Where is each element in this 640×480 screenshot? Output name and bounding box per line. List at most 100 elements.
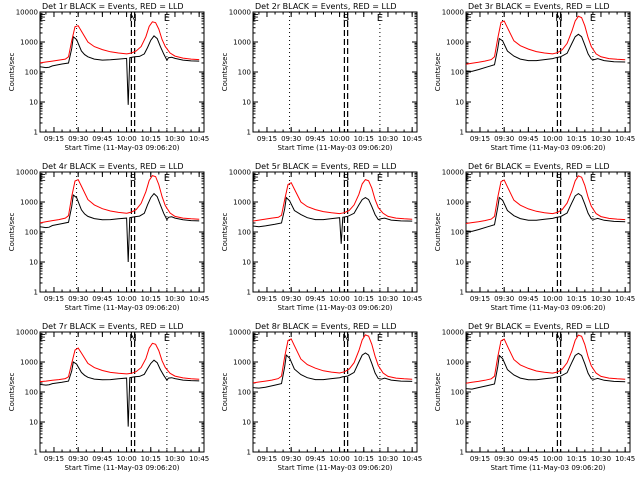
y-tick-label: 1000	[446, 359, 464, 367]
x-axis-label: Start Time (11-May-03 09:06:20)	[490, 464, 605, 472]
x-tick-label: 10:00	[116, 295, 136, 303]
x-tick-label: 10:30	[165, 135, 185, 143]
y-tick-label: 10	[242, 419, 251, 427]
x-tick-label: 10:00	[542, 135, 562, 143]
x-tick-label: 10:30	[591, 455, 611, 463]
x-tick-label: 10:45	[189, 135, 209, 143]
events-series-line	[253, 352, 413, 389]
plot-frame	[39, 331, 205, 453]
y-tick-label: 10000	[229, 329, 251, 337]
x-tick-label: 10:00	[542, 295, 562, 303]
x-tick-label: 10:30	[165, 295, 185, 303]
x-tick-label: 09:45	[305, 135, 325, 143]
x-tick-label: 09:45	[92, 455, 112, 463]
y-tick-label: 1	[460, 449, 464, 457]
y-tick-label: 10	[29, 99, 38, 107]
lld-series-line	[466, 15, 626, 65]
y-axis-label: Counts/sec	[8, 53, 16, 92]
panel-det-7: Det 7r BLACK = Events, RED = LLD 1 10 100 10…	[8, 322, 209, 472]
y-tick-label: 1000	[20, 39, 38, 47]
x-tick-label: 09:30	[68, 455, 88, 463]
x-tick-label: 10:30	[591, 135, 611, 143]
x-tick-label: 10:15	[567, 455, 587, 463]
plot-frame	[465, 331, 631, 453]
panel-title: Det 1r BLACK = Events, RED = LLD	[42, 2, 184, 11]
panel-title: Det 9r BLACK = Events, RED = LLD	[468, 322, 610, 331]
x-tick-label: 10:15	[141, 455, 161, 463]
y-tick-label: 100	[451, 229, 464, 237]
lld-series-line	[40, 175, 200, 224]
x-tick-label: 10:15	[354, 455, 374, 463]
events-series-line	[40, 359, 200, 427]
region-marker-label: E	[253, 173, 259, 184]
x-tick-label: 10:15	[567, 135, 587, 143]
y-tick-label: 100	[25, 69, 38, 77]
x-tick-label: 09:30	[494, 135, 514, 143]
x-tick-label: 10:45	[402, 135, 422, 143]
events-series-line	[466, 352, 626, 390]
y-tick-label: 100	[238, 69, 251, 77]
region-marker-label: N	[129, 13, 136, 24]
y-tick-label: 10000	[442, 169, 464, 177]
panel-det-4: Det 4r BLACK = Events, RED = LLD 1 10 100 10…	[8, 162, 209, 312]
y-axis-label: Counts/sec	[8, 373, 16, 412]
x-tick-label: 10:30	[378, 295, 398, 303]
y-axis-label: Counts/sec	[221, 53, 229, 92]
x-tick-label: 09:30	[494, 455, 514, 463]
region-marker-label: S	[130, 173, 136, 184]
y-tick-label: 10000	[16, 329, 38, 337]
panel-title: Det 3r BLACK = Events, RED = LLD	[468, 2, 610, 11]
x-axis-label: Start Time (11-May-03 09:06:20)	[64, 464, 179, 472]
x-tick-label: 09:15	[257, 295, 277, 303]
events-series-line	[253, 196, 413, 244]
x-tick-label: 10:45	[402, 455, 422, 463]
region-marker-label: E	[590, 333, 596, 344]
x-tick-label: 10:45	[189, 295, 209, 303]
x-tick-label: 10:30	[165, 455, 185, 463]
x-tick-label: 10:15	[354, 135, 374, 143]
x-tick-label: 09:45	[305, 295, 325, 303]
x-tick-label: 09:30	[68, 295, 88, 303]
region-marker-label: E	[590, 173, 596, 184]
lld-series-line	[253, 178, 413, 222]
y-tick-label: 10000	[16, 9, 38, 17]
panel-det-5: Det 5r BLACK = Events, RED = LLD 1 10 100 10…	[221, 162, 422, 312]
y-tick-label: 1	[34, 129, 38, 137]
x-tick-label: 09:45	[305, 455, 325, 463]
region-marker-label: S	[556, 173, 562, 184]
lld-series-line	[253, 334, 413, 384]
y-tick-label: 10000	[229, 9, 251, 17]
plot-frame	[252, 11, 418, 133]
y-tick-label: 10	[455, 419, 464, 427]
x-tick-label: 10:00	[116, 135, 136, 143]
x-tick-label: 10:00	[329, 455, 349, 463]
lld-series-line	[40, 21, 200, 64]
y-tick-label: 1	[247, 449, 251, 457]
region-marker-label: N	[129, 333, 136, 344]
panel-det-3: Det 3r BLACK = Events, RED = LLD 1 10 100 10…	[434, 2, 635, 152]
x-tick-label: 09:45	[92, 295, 112, 303]
x-axis-label: Start Time (11-May-03 09:06:20)	[490, 144, 605, 152]
x-tick-label: 09:30	[494, 295, 514, 303]
y-tick-label: 1000	[20, 199, 38, 207]
region-marker-label: E	[253, 333, 259, 344]
y-tick-label: 100	[238, 389, 251, 397]
region-marker-label: E	[466, 13, 472, 24]
x-axis-label: Start Time (11-May-03 09:06:20)	[277, 304, 392, 312]
x-axis-label: Start Time (11-May-03 09:06:20)	[277, 464, 392, 472]
y-tick-label: 1	[34, 289, 38, 297]
x-tick-label: 09:45	[518, 455, 538, 463]
region-marker-label: E	[253, 13, 259, 24]
y-tick-label: 1	[460, 129, 464, 137]
events-series-line	[466, 33, 626, 72]
plot-frame	[465, 11, 631, 133]
y-tick-label: 1000	[446, 199, 464, 207]
plot-frame	[39, 171, 205, 293]
y-tick-label: 1000	[233, 199, 251, 207]
x-tick-label: 10:15	[141, 295, 161, 303]
panel-title: Det 6r BLACK = Events, RED = LLD	[468, 162, 610, 171]
events-series-line	[466, 192, 626, 232]
region-marker-label: E	[40, 13, 46, 24]
x-tick-label: 09:15	[44, 135, 64, 143]
